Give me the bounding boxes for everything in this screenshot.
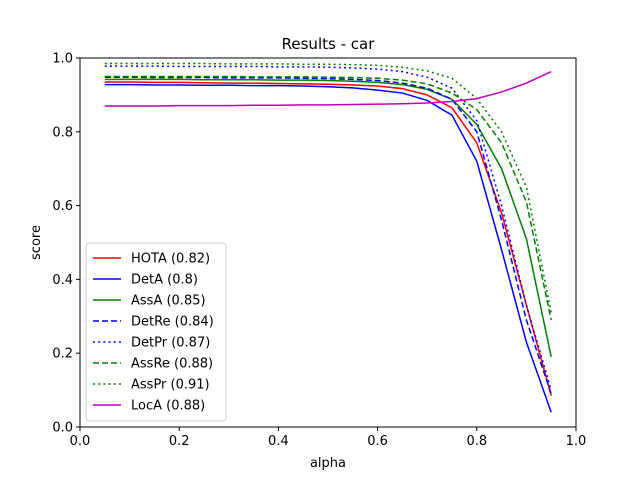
legend-label-7: LocA (0.88) (131, 399, 205, 414)
chart-title: Results - car (282, 35, 376, 53)
x-tick-label: 0.0 (70, 434, 91, 449)
legend-label-6: AssPr (0.91) (131, 378, 210, 393)
series-line-4 (104, 65, 552, 391)
x-axis-label: alpha (310, 456, 346, 471)
series-line-2 (104, 78, 552, 358)
y-tick-label: 0.8 (52, 125, 73, 140)
y-tick-label: 1.0 (52, 52, 73, 67)
series-line-5 (104, 75, 552, 321)
legend-box (85, 242, 227, 422)
series-line-1 (104, 83, 552, 413)
legend-label-5: AssRe (0.88) (131, 357, 213, 372)
plot-frame (79, 57, 577, 428)
x-tick-label: 0.8 (466, 434, 487, 449)
legend-label-0: HOTA (0.82) (131, 252, 210, 267)
series-layer (104, 62, 552, 413)
y-tick-label: 0.6 (52, 199, 73, 214)
y-tick-label: 0.2 (52, 347, 73, 362)
x-tick-label: 0.4 (268, 434, 289, 449)
series-line-0 (104, 81, 552, 396)
legend-label-3: DetRe (0.84) (131, 315, 214, 330)
y-axis: 0.0 0.2 0.4 0.6 0.8 1.0 (52, 52, 80, 436)
x-tick-label: 0.6 (367, 434, 388, 449)
y-axis-label: score (29, 225, 44, 260)
x-tick-label: 0.2 (169, 434, 190, 449)
y-tick-label: 0.4 (52, 273, 73, 288)
series-line-7 (104, 70, 552, 107)
legend-label-1: DetA (0.8) (131, 273, 198, 288)
y-tick-label: 0.0 (52, 421, 73, 436)
legend-label-4: DetPr (0.87) (131, 336, 210, 351)
series-line-3 (104, 76, 552, 395)
legend: HOTA (0.82) DetA (0.8) AssA (0.85) DetRe (0… (85, 242, 227, 422)
x-tick-label: 1.0 (566, 434, 587, 449)
x-axis: 0.0 0.2 0.4 0.6 0.8 1.0 (70, 427, 587, 449)
legend-label-2: AssA (0.85) (131, 294, 206, 309)
